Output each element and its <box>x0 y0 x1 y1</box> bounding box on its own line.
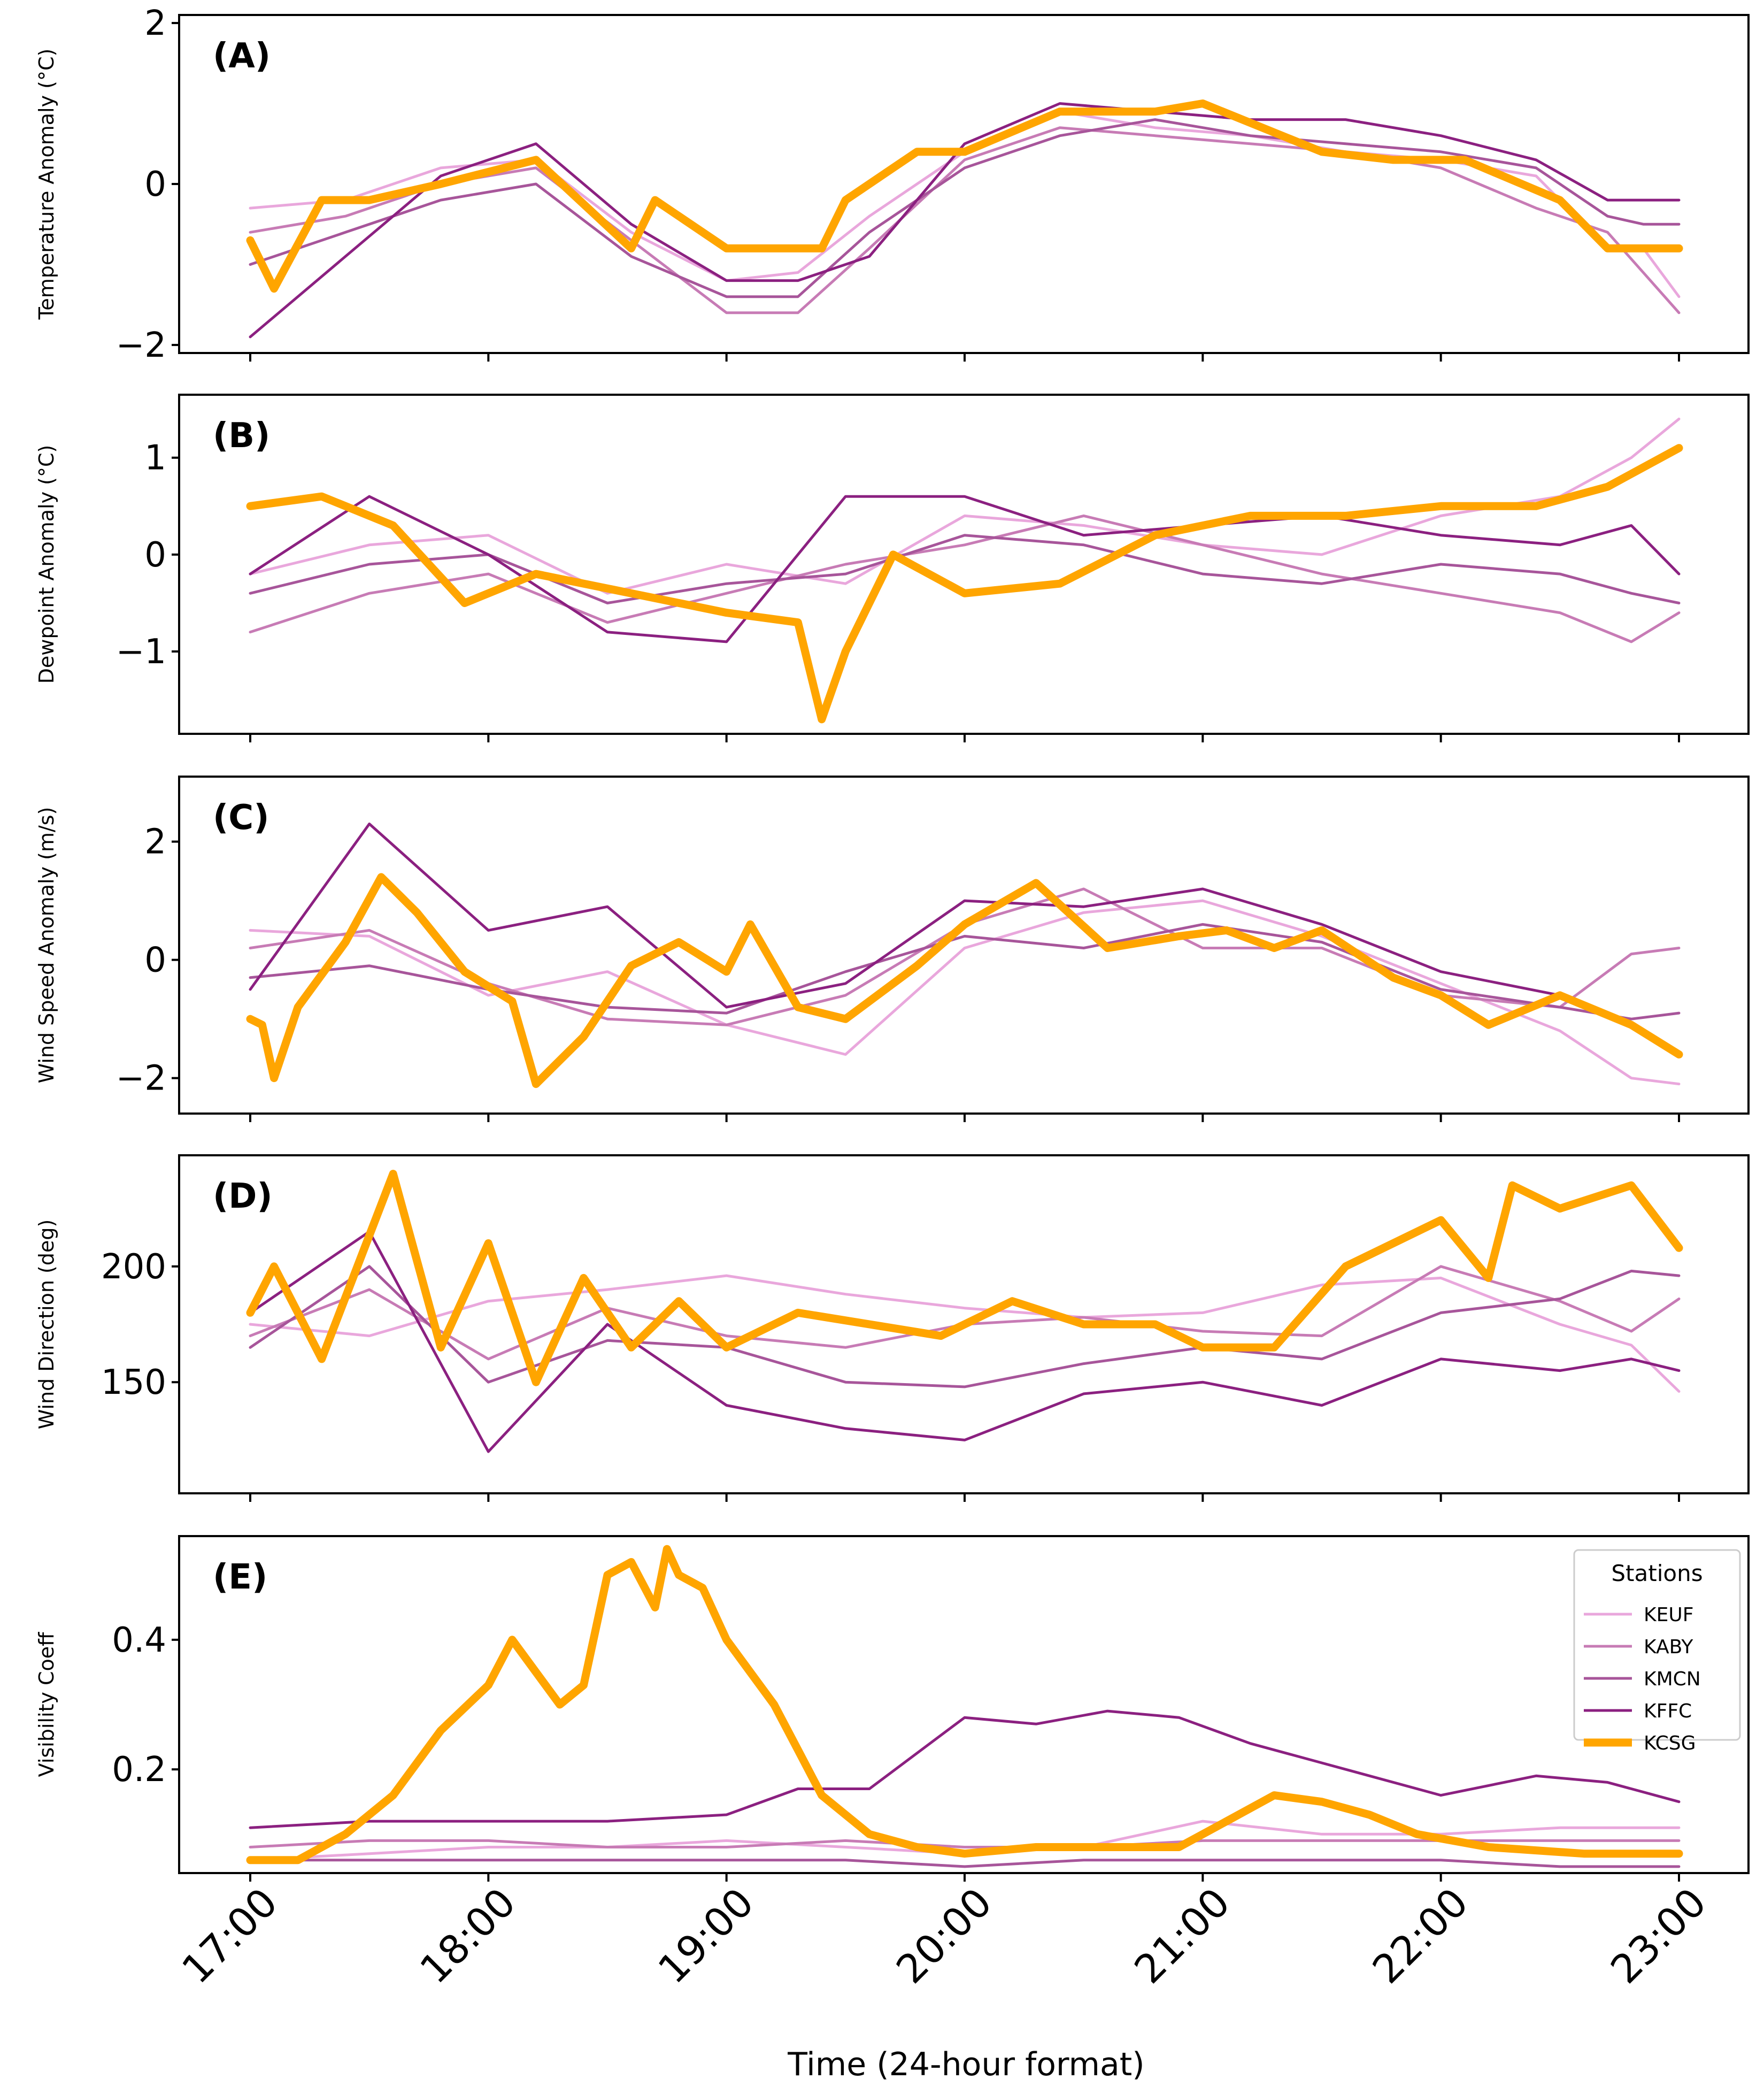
y-tick-label: 2 <box>144 823 166 862</box>
y-axis-label: Temperature Anomaly (°C) <box>35 49 58 320</box>
panel-label: (D) <box>213 1177 273 1216</box>
y-tick-label: 2 <box>144 4 166 43</box>
series-line-kaby-a <box>249 126 1681 314</box>
series-line-kffc-d <box>249 1230 1681 1453</box>
legend: Stations KEUF KABY KMCN KFFC KCSG <box>1573 1549 1741 1754</box>
y-tick-label: 0.4 <box>112 1621 166 1660</box>
panel-E: 0.2 0.4 Visibility Coeff (E) <box>35 1535 1750 1882</box>
series-line-kmcn-a <box>249 118 1681 298</box>
panel-label: (E) <box>213 1557 267 1597</box>
series-line-kcsg-e <box>246 1545 1683 1865</box>
series-line-kcsg-b <box>246 444 1683 724</box>
panel-label: (C) <box>213 798 269 838</box>
legend-label-kffc: KFFC <box>1644 1700 1692 1722</box>
panel-label: (B) <box>213 416 270 456</box>
series-group <box>246 99 1683 339</box>
y-tick-label: −2 <box>116 1059 166 1099</box>
series-group <box>246 417 1683 724</box>
y-tick-label: 1 <box>144 439 166 478</box>
y-tick-label: −2 <box>116 326 166 365</box>
series-line-kffc-b <box>249 495 1681 643</box>
legend-label-kcsg: KCSG <box>1644 1732 1696 1754</box>
legend-title: Stations <box>1611 1560 1703 1586</box>
series-line-kmcn-b <box>249 534 1681 604</box>
panel-A: −2 0 2 Temperature Anomaly (°C) (A) <box>35 4 1750 365</box>
panel-D: 150 200 Wind Direction (deg) (D) <box>35 1154 1750 1502</box>
series-group <box>246 822 1683 1088</box>
x-axis-label: Time (24-hour format) <box>787 2046 1144 2083</box>
panel-label: (A) <box>213 36 271 76</box>
y-tick-label: 150 <box>101 1363 166 1402</box>
series-line-kmcn-e <box>249 1859 1681 1868</box>
series-line-kaby-d <box>249 1265 1681 1361</box>
y-tick-label: 0.2 <box>112 1750 166 1790</box>
panel-C: −2 0 2 Wind Speed Anomaly (m/s) (C) <box>35 776 1750 1122</box>
legend-label-kaby: KABY <box>1644 1636 1693 1658</box>
y-tick-label: 0 <box>144 535 166 575</box>
legend-label-kmcn: KMCN <box>1644 1668 1701 1690</box>
y-tick-label: −1 <box>116 632 166 672</box>
y-tick-label: 200 <box>101 1247 166 1287</box>
y-tick-label: 0 <box>144 165 166 204</box>
panel-B: −1 0 1 Dewpoint Anomaly (°C) (B) <box>35 394 1750 742</box>
y-axis-label: Dewpoint Anomaly (°C) <box>35 445 58 684</box>
legend-label-keuf: KEUF <box>1644 1604 1693 1626</box>
series-line-keuf-b <box>249 417 1681 595</box>
series-line-kffc-e <box>249 1709 1681 1829</box>
series-line-kmcn-d <box>249 1265 1681 1388</box>
series-line-kffc-c <box>249 822 1681 1056</box>
series-group <box>246 1170 1683 1453</box>
series-line-kcsg-a <box>246 99 1683 293</box>
legend-box <box>1573 1549 1741 1741</box>
series-group <box>246 1545 1683 1868</box>
y-axis-label: Wind Direction (deg) <box>35 1219 58 1430</box>
series-line-kcsg-d <box>246 1170 1683 1386</box>
series-line-kcsg-c <box>246 873 1683 1088</box>
y-axis-label: Wind Speed Anomaly (m/s) <box>35 807 58 1084</box>
y-tick-label: 0 <box>144 941 166 980</box>
panels: −2 0 2 Temperature Anomaly (°C) (A) −1 0 1 Dewpo… <box>35 4 1750 1882</box>
series-line-kffc-a <box>249 102 1681 339</box>
y-axis-label: Visibility Coeff <box>35 1632 58 1777</box>
